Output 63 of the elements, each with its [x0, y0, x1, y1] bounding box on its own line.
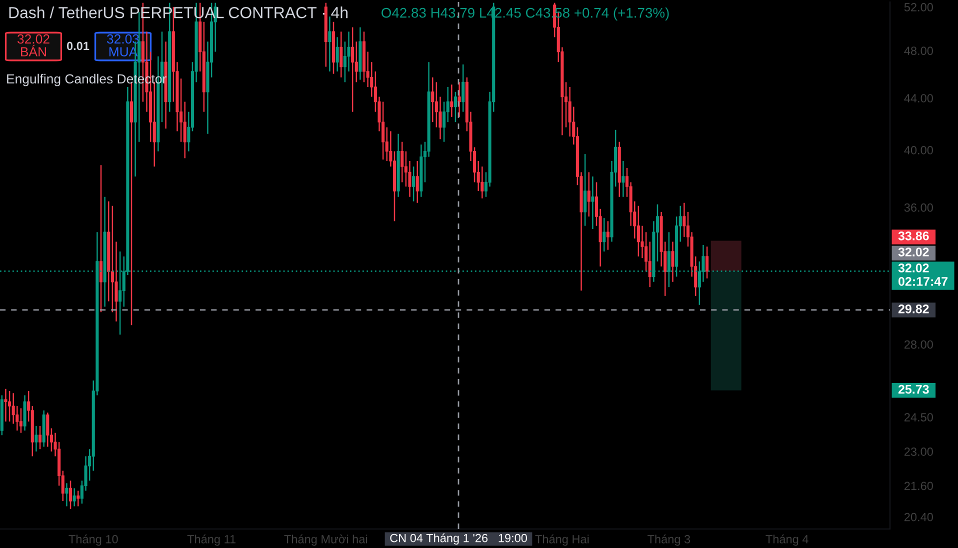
candlestick [38, 425, 42, 450]
y-tick-label: 21.60 [904, 482, 933, 490]
candlestick [431, 76, 434, 123]
y-tick-label: 24.50 [904, 413, 933, 422]
candlestick [682, 202, 686, 238]
candlestick [622, 160, 625, 198]
candlestick [4, 388, 8, 422]
x-tick-label: Tháng Hai [535, 534, 589, 546]
candlestick [587, 172, 590, 218]
candlestick [671, 241, 674, 282]
candlestick [99, 164, 103, 313]
candlestick [68, 480, 72, 510]
x-tick-label: Tháng 3 [648, 534, 690, 546]
y-tick-label: 52.00 [904, 3, 933, 12]
candlestick [636, 205, 640, 258]
candlestick [450, 84, 454, 118]
text: 32.02 [898, 248, 929, 256]
x-tick-label: Tháng 10 [68, 534, 118, 546]
text: 33.86 [898, 231, 929, 240]
candlestick [382, 101, 385, 160]
y-tick-label: 23.00 [904, 448, 933, 456]
x-tick-label: Tháng Mười hai [284, 534, 368, 546]
y-tick-label: 44.00 [904, 94, 933, 102]
candlestick [602, 217, 606, 252]
candlestick [65, 482, 68, 507]
candlestick [183, 101, 186, 159]
candlestick [354, 40, 358, 83]
text: 25.73 [898, 384, 929, 394]
y-tick-label: 20.40 [904, 512, 933, 522]
candlestick [351, 26, 354, 112]
candlestick [46, 412, 50, 448]
candlestick [34, 425, 38, 452]
x-tick-label: Tháng 11 [187, 534, 236, 546]
candlestick [328, 16, 332, 72]
annotation: 0.01 [66, 42, 90, 50]
candlestick [416, 160, 419, 204]
candlestick [130, 82, 134, 326]
candlestick [584, 153, 587, 226]
candlestick [8, 390, 12, 422]
ref-line-label: CN 04 Tháng 1 '26 19:00 [390, 533, 527, 545]
candlestick [72, 488, 76, 507]
candlestick [458, 82, 461, 118]
candlestick [19, 408, 22, 434]
ref-line-label: 32.02 02:17:47 [898, 264, 948, 286]
y-tick-label: 36.00 [904, 203, 933, 212]
candlestick [412, 166, 416, 202]
y-tick-label: 40.00 [904, 146, 933, 154]
candlestick [454, 91, 458, 123]
candlestick [400, 141, 404, 183]
candlestick [340, 31, 343, 78]
candlestick [591, 176, 594, 230]
candlestick [706, 246, 709, 280]
x-tick-label: Tháng 4 [766, 534, 808, 546]
y-tick-label: 28.00 [904, 340, 933, 349]
candlestick [76, 490, 80, 507]
candlestick [648, 241, 652, 288]
candlestick [336, 36, 339, 72]
candlestick [606, 220, 610, 250]
ref-line-label: 29.82 [898, 304, 929, 314]
y-tick-label: 48.00 [904, 46, 933, 56]
candlestick [152, 82, 156, 168]
annotation: 32.02 BÁN [17, 34, 50, 56]
candlestick [462, 64, 465, 112]
